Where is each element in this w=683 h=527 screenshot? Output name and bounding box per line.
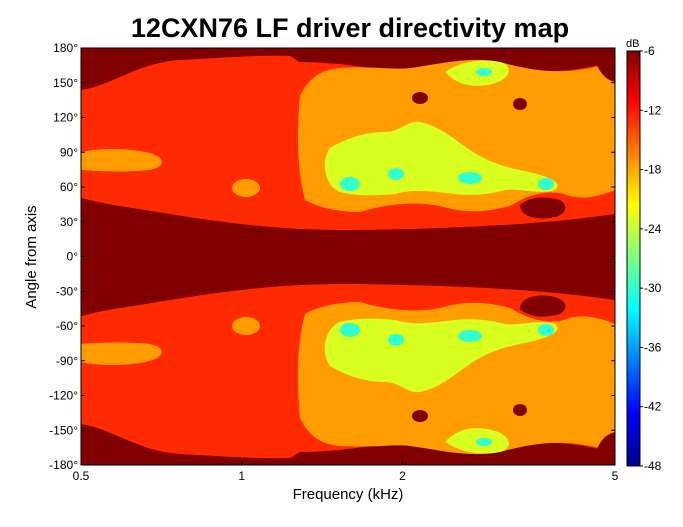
y-axis: 180° 150° 120° 90° 60° 30° 0° -30° -60° -90° -120°…	[49, 41, 615, 472]
x-axis-label: Frequency (kHz)	[293, 486, 404, 503]
dark-spot-2	[513, 98, 527, 110]
colorbar-tick-label: -42	[644, 400, 662, 414]
band-cyan-1-mirrored	[340, 323, 360, 337]
band-orange-bump-2	[232, 179, 260, 197]
y-axis-label: Angle from axis	[23, 205, 40, 308]
x-tick-label: 2	[399, 469, 406, 483]
y-tick-label: -120°	[49, 389, 78, 403]
colorbar-tick-label: -24	[644, 222, 662, 236]
band-cyan-3	[458, 172, 482, 184]
band-cyan-5	[476, 68, 492, 76]
y-tick-label: -30°	[56, 284, 78, 298]
y-tick-label: -150°	[49, 423, 78, 437]
band-cyan-1	[340, 177, 360, 191]
plot-area	[81, 48, 615, 465]
dark-spot-3-mirrored	[520, 295, 566, 317]
colorbar-tick-label: -6	[644, 44, 655, 58]
dark-spot-1	[412, 92, 428, 104]
y-tick-label: 90°	[60, 145, 78, 159]
y-tick-label: 180°	[53, 41, 78, 55]
y-tick-label: 150°	[53, 76, 78, 90]
colorbar-tick-label: -12	[644, 103, 662, 117]
band-cyan-5-mirrored	[476, 438, 492, 446]
colorbar-tick-label: -30	[644, 281, 662, 295]
dark-spot-4	[596, 58, 615, 82]
dark-spot-4-mirrored	[596, 432, 615, 456]
y-tick-label: 0°	[67, 250, 79, 264]
y-tick-label: -90°	[56, 354, 78, 368]
chart-title: 12CXN76 LF driver directivity map	[131, 13, 569, 43]
colorbar-tick-label: -18	[644, 163, 662, 177]
x-tick-label: 1	[238, 469, 245, 483]
band-orange-bump-1	[81, 149, 162, 172]
colorbar-tick-label: -36	[644, 340, 662, 354]
dark-spot-2-mirrored	[513, 404, 527, 416]
colorbar-unit-label: dB	[626, 38, 639, 50]
colorbar-gradient	[626, 50, 641, 467]
band-cyan-4	[538, 178, 554, 190]
y-tick-label: 30°	[60, 215, 78, 229]
y-tick-label: 60°	[60, 180, 78, 194]
y-tick-label: -180°	[49, 458, 78, 472]
band-cyan-4-mirrored	[538, 324, 554, 336]
dark-spot-3	[520, 197, 566, 219]
colorbar-tick-label: -48	[644, 459, 662, 473]
colorbar: dB -6 -12 -18 -24 -30 -36 -42 -48	[626, 38, 662, 473]
y-tick-label: -60°	[56, 319, 78, 333]
dark-spot-1-mirrored	[412, 410, 428, 422]
band-yellow-upper-mirrored	[324, 318, 558, 393]
band-cyan-2-mirrored	[388, 334, 404, 346]
band-orange-bump-1-mirrored	[81, 342, 162, 365]
band-orange-bump-2-mirrored	[232, 317, 260, 335]
band-cyan-3-mirrored	[458, 330, 482, 342]
y-tick-label: 120°	[53, 111, 78, 125]
band-yellow-upper	[324, 121, 558, 196]
x-tick-label: 5	[612, 469, 619, 483]
x-tick-label: 0.5	[73, 469, 90, 483]
band-cyan-2	[388, 168, 404, 180]
x-axis: 0.5 1 2 5	[73, 461, 619, 483]
